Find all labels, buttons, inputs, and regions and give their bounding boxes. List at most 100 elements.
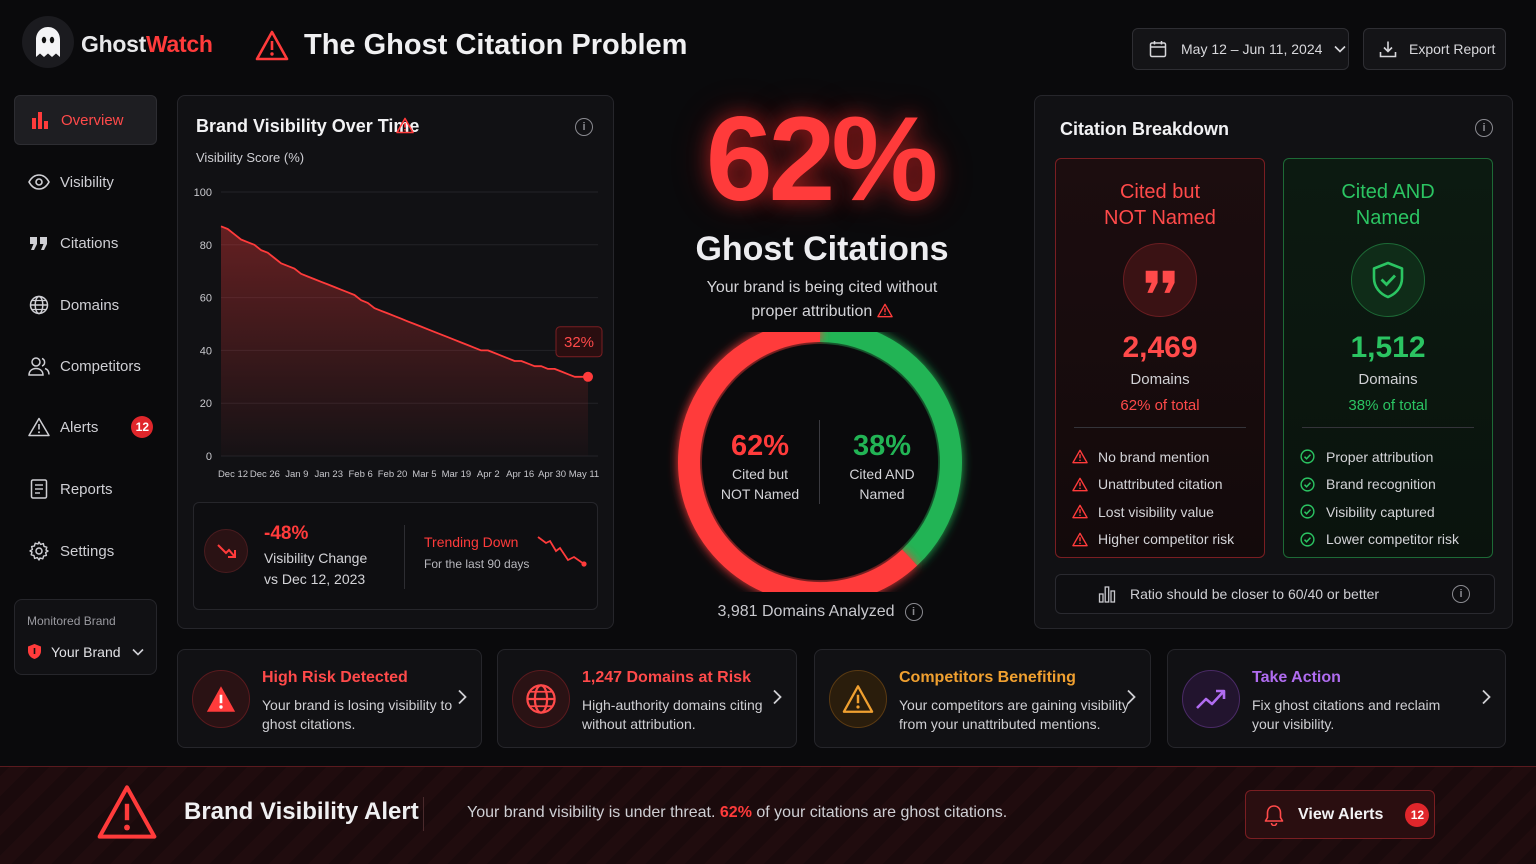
monitored-brand-label: Monitored Brand	[27, 614, 116, 628]
globe-icon	[28, 294, 50, 316]
chevron-right-icon	[1126, 688, 1136, 711]
date-range-label: May 12 – Jun 11, 2024	[1181, 41, 1323, 57]
date-range-picker[interactable]: May 12 – Jun 11, 2024	[1132, 28, 1349, 70]
alert-icon	[28, 416, 50, 438]
alerts-count-badge: 12	[131, 416, 154, 438]
ratio-note-text: Ratio should be closer to 60/40 or bette…	[1130, 586, 1380, 602]
gear-icon	[28, 540, 50, 562]
visibility-change-sub: vs Dec 12, 2023	[264, 571, 366, 587]
ghost-unit: Domains	[1130, 371, 1190, 388]
x-tick-label: May 11	[569, 469, 599, 480]
brand-visibility-alert-bar: Brand Visibility Alert Your brand visibi…	[0, 766, 1536, 864]
app-logo-text: GhostWatch	[81, 31, 213, 58]
insight-body-1: Your brand is losing visibility to	[262, 697, 453, 713]
x-tick-label: Jan 23	[314, 469, 343, 480]
insight-card-domains-at-risk[interactable]: 1,247 Domains at Risk High-authority dom…	[497, 649, 797, 748]
citation-breakdown-card: Citation Breakdown i Cited but NOT Named …	[1034, 95, 1513, 629]
donut-hole	[702, 344, 938, 580]
monitored-brand-selector[interactable]: Monitored Brand Your Brand	[14, 599, 157, 675]
sidebar-item-visibility[interactable]: Visibility	[14, 157, 157, 207]
export-report-button[interactable]: Export Report	[1363, 28, 1506, 70]
card-title: Citation Breakdown	[1060, 119, 1230, 139]
x-tick-label: Mar 19	[442, 469, 472, 480]
ghost-icon	[36, 27, 60, 57]
eye-icon	[28, 171, 50, 193]
domains-analyzed: 3,981 Domains Analyzed i	[680, 603, 960, 621]
view-alerts-button[interactable]: View Alerts 12	[1245, 790, 1435, 839]
y-tick-label: 20	[200, 398, 212, 410]
globe-icon	[512, 670, 570, 728]
list-item-label: Proper attribution	[1326, 448, 1434, 465]
chevron-down-icon	[132, 648, 144, 656]
y-tick-label: 60	[200, 293, 212, 305]
donut-left-label-2: NOT Named	[720, 486, 800, 502]
y-tick-label: 80	[200, 240, 212, 252]
list-item: Unattributed citation	[1072, 471, 1234, 499]
list-item: No brand mention	[1072, 443, 1234, 471]
sidebar-item-alerts[interactable]: Alerts 12	[14, 402, 157, 452]
alert-message: Your brand visibility is under threat. 6…	[467, 804, 1007, 822]
alert-msg-post: of your citations are ghost citations.	[756, 804, 1008, 821]
insight-title: High Risk Detected	[262, 669, 408, 686]
sidebar-item-settings[interactable]: Settings	[14, 526, 157, 576]
info-icon[interactable]: i	[904, 603, 923, 621]
insight-card-take-action[interactable]: Take Action Fix ghost citations and recl…	[1167, 649, 1506, 748]
list-item-label: Visibility captured	[1326, 503, 1435, 520]
list-item: Lower competitor risk	[1300, 526, 1459, 554]
trend-label: Trending Down	[424, 534, 519, 550]
end-value-label: 32%	[564, 334, 594, 351]
sidebar-item-label: Alerts	[60, 418, 99, 436]
sidebar-item-domains[interactable]: Domains	[14, 280, 157, 330]
users-icon	[28, 355, 50, 377]
logo-badge	[22, 16, 74, 68]
sidebar-item-citations[interactable]: Citations	[14, 218, 157, 268]
list-item: Visibility captured	[1300, 498, 1459, 526]
bar-chart-icon	[29, 109, 51, 131]
last-point-marker	[583, 371, 593, 382]
donut-left-label-1: Cited but	[731, 466, 789, 482]
insight-title: 1,247 Domains at Risk	[582, 669, 751, 686]
sidebar-item-label: Domains	[60, 296, 120, 314]
info-icon[interactable]: i	[1475, 119, 1493, 137]
insight-body: Fix ghost citations and reclaim your visi…	[1252, 696, 1440, 734]
trend-up-icon	[1182, 670, 1240, 728]
sidebar-item-competitors[interactable]: Competitors	[14, 341, 157, 391]
insight-card-high-risk[interactable]: High Risk Detected Your brand is losing …	[177, 649, 482, 748]
chart-ylabel: Visibility Score (%)	[196, 150, 305, 165]
named-unit: Domains	[1358, 371, 1418, 388]
info-icon[interactable]: i	[575, 118, 593, 136]
named-heading-1: Cited AND	[1341, 181, 1435, 203]
chevron-right-icon	[1481, 688, 1491, 711]
sidebar-item-reports[interactable]: Reports	[14, 464, 157, 514]
donut-right-label-1: Cited AND	[849, 466, 915, 482]
ghost-citation-panel: Cited but NOT Named 2,469 Domains 62% of …	[1055, 158, 1265, 558]
insight-body-1: High-authority domains citing	[582, 697, 763, 713]
hero-subtitle-2: proper attribution	[751, 303, 873, 320]
visibility-change-value: -48%	[264, 523, 309, 544]
divider	[423, 797, 424, 831]
alert-title: Brand Visibility Alert	[184, 798, 419, 825]
insight-card-competitors[interactable]: Competitors Benefiting Your competitors …	[814, 649, 1151, 748]
named-count: 1,512	[1350, 331, 1426, 364]
export-report-label: Export Report	[1409, 41, 1496, 57]
insight-title: Take Action	[1252, 669, 1341, 686]
list-item-label: No brand mention	[1098, 448, 1210, 465]
check-circle-icon	[1300, 532, 1318, 547]
x-tick-label: Apr 30	[538, 469, 566, 480]
info-icon[interactable]: i	[1452, 585, 1470, 603]
warning-icon	[1072, 504, 1090, 519]
visibility-change-label: Visibility Change	[264, 550, 368, 566]
ghost-heading-1: Cited but	[1119, 181, 1201, 203]
sidebar-item-label: Citations	[60, 234, 119, 252]
sidebar-item-overview[interactable]: Overview	[14, 95, 157, 145]
monitored-brand-value: Your Brand	[51, 644, 121, 660]
quote-icon	[1123, 243, 1197, 317]
alert-msg-pre: Your brand visibility is under threat.	[467, 804, 716, 821]
list-item: Lost visibility value	[1072, 498, 1234, 526]
ghost-citations-label: Ghost Citations	[695, 230, 949, 268]
named-benefits-list: Proper attribution Brand recognition Vis…	[1300, 443, 1459, 553]
x-tick-label: Dec 12	[218, 469, 248, 480]
check-circle-icon	[1300, 477, 1318, 492]
x-tick-label: Dec 26	[250, 469, 280, 480]
chevron-down-icon	[1334, 45, 1346, 53]
